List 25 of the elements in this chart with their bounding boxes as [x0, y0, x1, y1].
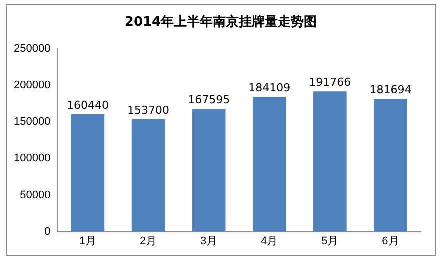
- data-label: 160440: [66, 98, 109, 112]
- y-tick-label: 100000: [14, 152, 51, 165]
- data-label: 181694: [370, 83, 412, 96]
- x-tick-label: 2月: [140, 235, 158, 248]
- data-label: 153700: [128, 104, 170, 117]
- bar: [71, 114, 105, 232]
- bar: [192, 109, 226, 232]
- data-label: 167595: [188, 94, 230, 107]
- y-tick-label: 50000: [20, 189, 51, 202]
- y-tick-label: 150000: [14, 116, 51, 128]
- x-tick-label: 1月: [79, 235, 97, 248]
- x-tick-label: 4月: [261, 235, 278, 248]
- y-tick-label: 200000: [14, 80, 51, 92]
- chart-title: 2014年上半年南京挂牌量走势图: [124, 14, 318, 31]
- y-tick-label: 250000: [14, 43, 51, 56]
- x-tick-label: 3月: [200, 235, 218, 248]
- y-tick-label: 0: [44, 226, 51, 238]
- bar: [252, 97, 286, 232]
- bar: [314, 92, 347, 232]
- data-label: 184109: [248, 82, 291, 95]
- bar: [374, 98, 408, 232]
- bar: [132, 119, 166, 232]
- data-label: 191766: [309, 76, 352, 89]
- x-tick-label: 6月: [382, 235, 400, 248]
- x-tick-label: 5月: [322, 235, 339, 248]
